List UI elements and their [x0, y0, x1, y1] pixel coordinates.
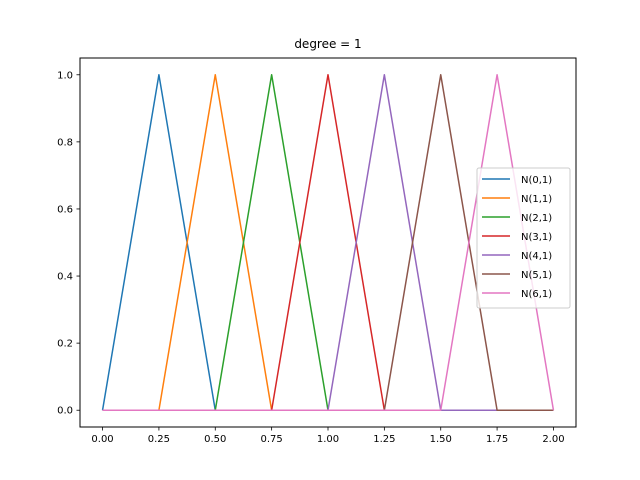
- chart-title: degree = 1: [294, 37, 361, 51]
- x-tick-label: 1.50: [430, 434, 452, 445]
- y-tick-label: 0.4: [57, 272, 73, 283]
- legend-label-0: N(0,1): [521, 175, 552, 186]
- legend: N(0,1) N(1,1) N(2,1) N(3,1) N(4,1) N(5,1) N(6,…: [476, 167, 571, 309]
- y-tick-label: 0.6: [57, 204, 73, 215]
- x-tick-label: 0.75: [261, 434, 283, 445]
- y-axis: 0.0 0.2 0.4 0.6 0.8 1.0: [57, 70, 80, 417]
- y-tick-label: 1.0: [57, 70, 73, 81]
- legend-label-3: N(3,1): [521, 232, 552, 243]
- x-tick-label: 0.50: [204, 434, 226, 445]
- x-tick-label: 1.75: [486, 434, 508, 445]
- legend-label-2: N(2,1): [521, 213, 552, 224]
- legend-label-5: N(5,1): [521, 270, 552, 281]
- y-tick-label: 0.0: [57, 406, 73, 417]
- x-tick-label: 1.00: [317, 434, 339, 445]
- x-tick-label: 1.25: [373, 434, 395, 445]
- y-tick-label: 0.2: [57, 339, 73, 350]
- x-tick-label: 2.00: [542, 434, 564, 445]
- legend-label-6: N(6,1): [521, 289, 552, 300]
- legend-box: [476, 167, 571, 309]
- legend-label-1: N(1,1): [521, 194, 552, 205]
- legend-label-4: N(4,1): [521, 251, 552, 262]
- x-axis: 0.00 0.25 0.50 0.75 1.00 1.25 1.50 1.75 2.00: [91, 427, 565, 445]
- x-tick-label: 0.00: [91, 434, 113, 445]
- x-tick-label: 0.25: [148, 434, 170, 445]
- y-tick-label: 0.8: [57, 137, 73, 148]
